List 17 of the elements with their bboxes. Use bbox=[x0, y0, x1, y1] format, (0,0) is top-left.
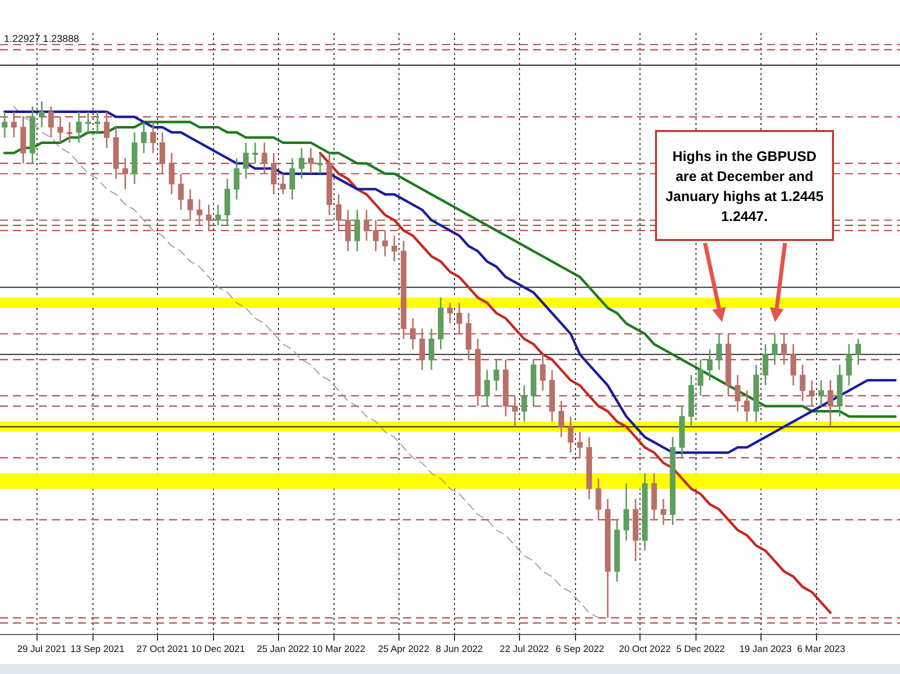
x-tick-label: 25 Apr 2022 bbox=[378, 644, 430, 655]
x-tick-label: 29 Jul 2021 bbox=[17, 644, 66, 655]
x-tick-label: 6 Sep 2022 bbox=[556, 644, 604, 655]
x-tick-label: 25 Jan 2022 bbox=[256, 644, 310, 655]
x-tick-label: 22 Jul 2022 bbox=[500, 644, 549, 655]
candlestick bbox=[94, 110, 100, 134]
x-tick-label: 20 Oct 2022 bbox=[618, 644, 671, 655]
x-tick-label: 13 Sep 2021 bbox=[70, 644, 124, 655]
x-tick-label: 8 Jun 2022 bbox=[436, 644, 483, 655]
x-tick-label: 10 Mar 2022 bbox=[312, 644, 366, 655]
x-tick-label: 6 Mar 2023 bbox=[797, 644, 846, 655]
text: 1.22927 1.23888 bbox=[4, 34, 80, 45]
callout-box: Highs in the GBPUSD are at December and January highs at 1.2445 1.2447. bbox=[655, 130, 834, 241]
x-tick-label: 10 Dec 2021 bbox=[191, 644, 245, 655]
x-tick-label: 5 Dec 2022 bbox=[676, 644, 725, 655]
x-tick-label: 19 Jan 2023 bbox=[739, 644, 792, 655]
x-tick-label: 27 Oct 2021 bbox=[136, 644, 188, 655]
